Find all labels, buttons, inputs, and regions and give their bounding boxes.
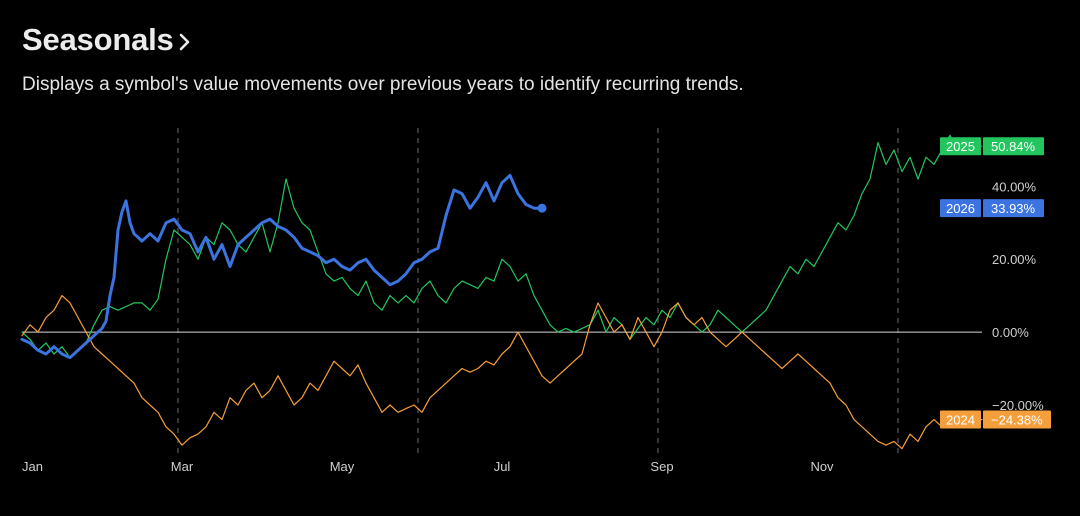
series-badge-value-2026: 33.93%	[991, 201, 1036, 216]
x-tick-label-2: May	[330, 459, 355, 474]
page-title: Seasonals	[22, 22, 174, 57]
y-tick-label-0: 40.00%	[992, 179, 1037, 194]
series-badges: 2025 50.84% 2024 −24.38% 2026 33.93%	[940, 137, 1051, 429]
series-badge-2024: 2024 −24.38%	[940, 410, 1051, 429]
y-axis: 40.00% 20.00% 0.00% −20.00%	[992, 179, 1044, 413]
series-badge-name-2026: 2026	[946, 201, 975, 216]
chart-lines	[20, 134, 983, 450]
x-tick-label-4: Sep	[650, 459, 673, 474]
seasonals-title-link[interactable]: Seasonals	[22, 22, 192, 58]
series-line-2024	[21, 295, 983, 450]
x-tick-label-1: Mar	[171, 459, 194, 474]
series-badge-value-2025: 50.84%	[991, 139, 1036, 154]
x-axis: Jan Mar May Jul Sep Nov	[22, 459, 834, 474]
x-tick-label-3: Jul	[494, 459, 511, 474]
series-badge-name-2025: 2025	[946, 139, 975, 154]
chart-grid	[22, 128, 982, 456]
x-tick-label-0: Jan	[22, 459, 43, 474]
series-badge-2026: 2026 33.93%	[940, 199, 1044, 218]
chevron-right-icon	[179, 33, 189, 51]
y-tick-label-2: 0.00%	[992, 325, 1029, 340]
y-tick-label-3: −20.00%	[992, 398, 1044, 413]
page-subtitle: Displays a symbol's value movements over…	[22, 74, 744, 95]
seasonals-header: Seasonals	[22, 22, 192, 58]
series-badge-2025: 2025 50.84%	[940, 137, 1044, 156]
series-end-marker-2026	[537, 203, 547, 213]
series-badge-value-2024: −24.38%	[991, 413, 1043, 428]
series-badge-name-2024: 2024	[946, 413, 975, 428]
series-line-2025	[21, 134, 983, 359]
x-tick-label-5: Nov	[810, 459, 834, 474]
y-tick-label-1: 20.00%	[992, 252, 1037, 267]
series-line-2026	[20, 173, 544, 360]
